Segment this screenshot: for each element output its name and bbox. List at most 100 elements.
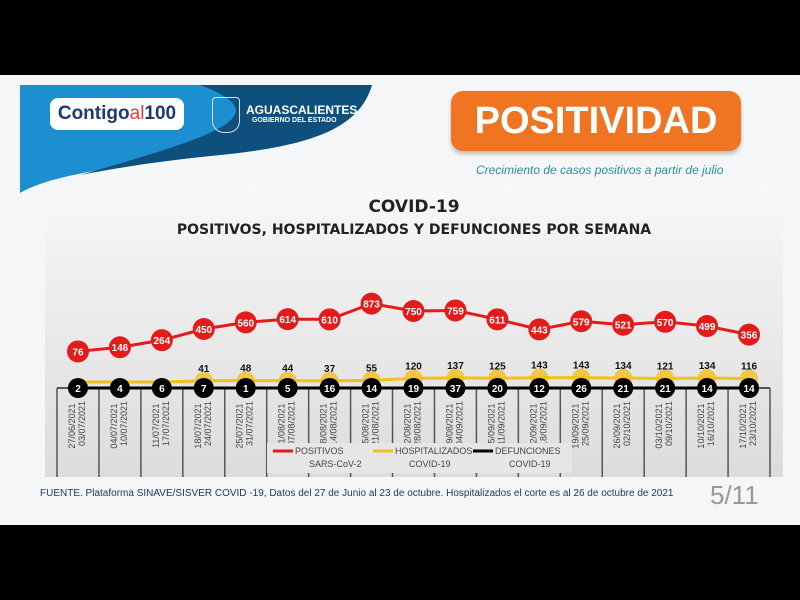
defunciones-point <box>613 378 634 398</box>
positivos-label: 356 <box>741 331 758 342</box>
defunciones-label: 6 <box>159 384 165 395</box>
defunciones-label: 2 <box>75 384 81 395</box>
chart-subtitle: POSITIVOS, HOSPITALIZADOS Y DEFUNCIONES … <box>177 222 651 238</box>
positivos-label: 499 <box>699 322 716 333</box>
positivos-point <box>234 311 257 334</box>
defunciones-label: 14 <box>743 384 755 395</box>
x-tick-date-end: 16/10/2021 <box>706 401 716 446</box>
x-tick-label: 17/10/2021 23/10/2021 <box>738 401 758 449</box>
positivos-label: 570 <box>657 318 674 329</box>
hospitalizados-label: 143 <box>531 361 548 372</box>
defunciones-point <box>67 378 88 398</box>
defunciones-point <box>487 378 508 398</box>
hospitalizados-label: 44 <box>282 364 294 375</box>
legend-label: SARS-CoV-2 <box>309 459 362 469</box>
x-tick-date-start: 05/09/2021 <box>486 404 496 449</box>
x-tick-date-start: 11/07/2021 <box>151 404 161 448</box>
defunciones-label: 14 <box>702 384 714 395</box>
defunciones-label: 19 <box>408 384 420 395</box>
x-tick-date-end: 17/07/2021 <box>161 401 171 446</box>
hospitalizados-label: 134 <box>699 361 716 372</box>
defunciones-point <box>109 378 130 398</box>
defunciones-point <box>151 378 172 398</box>
defunciones-label: 21 <box>660 384 672 395</box>
positivos-point <box>318 308 341 331</box>
x-tick-date-start: 19/09/2021 <box>570 404 580 449</box>
x-tick-date-start: 01/08/2021 <box>277 404 287 449</box>
x-tick-date-end: 28/08/2021 <box>413 401 423 446</box>
x-tick-label: 10/10/2021 16/10/2021 <box>696 401 716 449</box>
x-tick-label: 25/07/2021 31/07/2021 <box>235 401 255 449</box>
x-tick-date-start: 18/07/2021 <box>193 404 203 449</box>
positivos-point <box>612 313 635 336</box>
legend-label: DEFUNCIONES <box>495 446 561 456</box>
x-tick-label: 08/08/2021 14/08/2021 <box>319 401 339 449</box>
legend-box <box>267 443 572 473</box>
x-tick-date-end: 09/10/2021 <box>664 401 674 446</box>
slide: Contigoal100 AGUASCALIENTES GOBIERNO DEL… <box>0 75 800 525</box>
legend-label: COVID-19 <box>409 459 451 469</box>
defunciones-point <box>235 378 256 398</box>
x-tick-date-start: 26/09/2021 <box>612 404 622 449</box>
x-tick-date-start: 27/06/2021 <box>67 404 77 449</box>
defunciones-label: 12 <box>534 384 546 395</box>
positivos-point <box>150 329 173 352</box>
positivos-label: 264 <box>154 336 171 347</box>
x-tick-label: 01/08/2021 07/08/2021 <box>277 401 297 449</box>
x-tick-date-start: 29/08/2021 <box>444 404 454 449</box>
x-tick-date-end: 21/08/2021 <box>371 401 381 446</box>
defunciones-point <box>319 378 340 398</box>
x-tick-date-start: 03/10/2021 <box>654 404 664 449</box>
x-tick-date-end: 25/09/2021 <box>580 401 590 446</box>
x-tick-label: 19/09/2021 25/09/2021 <box>570 401 590 449</box>
x-tick-date-start: 08/08/2021 <box>319 404 329 449</box>
positivos-label: 146 <box>112 343 129 354</box>
positivos-label: 759 <box>447 306 464 317</box>
hospitalizados-label: 48 <box>240 364 252 375</box>
legend-label: HOSPITALIZADOS <box>395 446 472 456</box>
x-tick-label: 27/06/2021 03/07/2021 <box>67 401 87 449</box>
hospitalizados-label: 120 <box>405 361 422 372</box>
defunciones-label: 4 <box>117 384 123 395</box>
defunciones-point <box>655 378 676 398</box>
positivos-label: 610 <box>321 315 338 326</box>
x-tick-label: 12/09/2021 18/09/2021 <box>528 401 548 449</box>
x-tick-label: 11/07/2021 17/07/2021 <box>151 401 171 448</box>
hospitalizados-label: 41 <box>198 364 210 375</box>
positivos-label: 521 <box>615 321 632 332</box>
defunciones-label: 16 <box>324 384 336 395</box>
x-tick-label: 03/10/2021 09/10/2021 <box>654 401 674 449</box>
positivos-point <box>108 336 131 359</box>
defunciones-point <box>529 378 550 398</box>
slide-title: POSITIVIDAD <box>451 91 741 151</box>
positivos-point <box>654 310 677 333</box>
x-tick-date-start: 25/07/2021 <box>235 404 245 449</box>
defunciones-label: 37 <box>450 384 462 395</box>
defunciones-point <box>193 378 214 398</box>
hospitalizados-label: 37 <box>324 364 336 375</box>
legend-label: COVID-19 <box>509 459 551 469</box>
coat-of-arms-icon <box>212 97 240 133</box>
defunciones-point <box>403 378 424 398</box>
x-tick-date-start: 12/09/2021 <box>528 404 538 449</box>
positivos-label: 443 <box>531 325 548 336</box>
defunciones-point <box>361 378 382 398</box>
x-tick-label: 22/08/2021 28/08/2021 <box>403 401 423 449</box>
defunciones-point <box>739 378 760 398</box>
legend-label: POSITIVOS <box>295 446 344 456</box>
positivos-point <box>66 340 89 363</box>
positivos-label: 614 <box>279 315 296 326</box>
defunciones-point <box>697 378 718 398</box>
positivos-point <box>276 308 299 331</box>
defunciones-label: 26 <box>576 384 588 395</box>
defunciones-point <box>571 378 592 398</box>
x-tick-date-start: 04/07/2021 <box>109 404 119 449</box>
defunciones-point <box>445 378 466 398</box>
positivos-point <box>444 299 467 322</box>
defunciones-label: 14 <box>366 384 378 395</box>
defunciones-label: 1 <box>243 384 249 395</box>
x-tick-date-end: 11/09/2021 <box>496 401 506 445</box>
x-tick-date-end: 03/07/2021 <box>77 401 87 446</box>
x-tick-label: 05/09/2021 11/09/2021 <box>486 401 506 449</box>
hospitalizados-label: 121 <box>657 361 674 372</box>
